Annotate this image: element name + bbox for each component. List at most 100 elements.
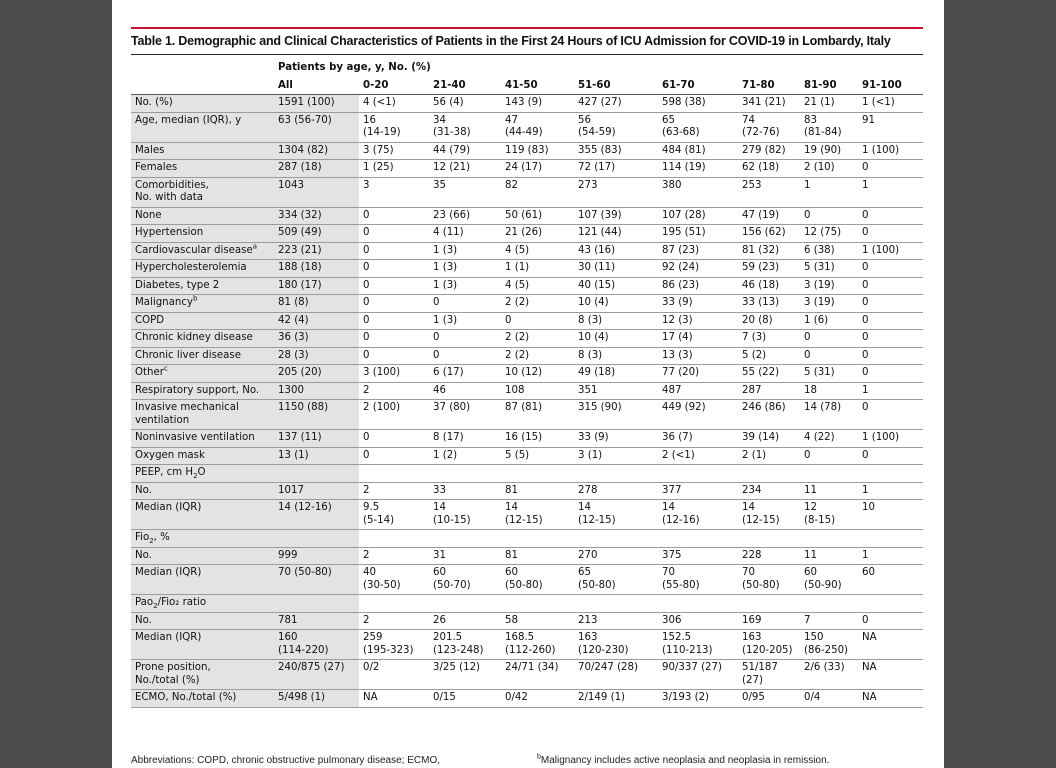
table-cell: 1017 bbox=[274, 482, 359, 500]
table-row: Cardiovascular diseasea 223 (21) 0 1 (3) 4 (… bbox=[131, 242, 924, 260]
header-spacer bbox=[131, 57, 274, 78]
table-cell bbox=[800, 464, 858, 483]
table-row: Age, median (IQR), y 63 (56-70) 16 (14-19)… bbox=[131, 112, 924, 143]
table-cell: 160 (114-220) bbox=[274, 629, 359, 660]
table-row: Noninvasive ventilation 137 (11) 0 8 (17) 16… bbox=[131, 429, 924, 448]
table-cell: 0 bbox=[429, 347, 501, 365]
table-cell: 87 (81) bbox=[501, 399, 574, 430]
table-cell: 34 (31-38) bbox=[429, 112, 501, 143]
table-cell: 0 bbox=[359, 259, 429, 278]
table-cell: 0 bbox=[800, 329, 858, 348]
table-cell: 3 (1) bbox=[574, 447, 658, 465]
table-row: Chronic liver disease 28 (3) 0 0 2 (2) 8 (3) 1… bbox=[131, 347, 924, 365]
row-label: Otherc bbox=[131, 364, 274, 383]
row-label-text: No. bbox=[135, 549, 152, 561]
table-cell: 19 (90) bbox=[800, 142, 858, 160]
row-label: Pao2/Fio₂ ratio bbox=[131, 594, 274, 613]
column-header: 51-60 bbox=[574, 77, 658, 95]
table-cell: 0 bbox=[800, 447, 858, 465]
row-label: No. bbox=[131, 547, 274, 565]
table-cell: 0 bbox=[359, 429, 429, 448]
table-cell: 1 (3) bbox=[429, 312, 501, 330]
row-label-suffix: /Fio₂ ratio bbox=[157, 597, 207, 608]
table-cell: 1 bbox=[858, 547, 924, 565]
table-cell: 17 (4) bbox=[658, 329, 738, 348]
table-cell: 137 (11) bbox=[274, 429, 359, 448]
table-cell bbox=[359, 594, 429, 613]
table-cell: 86 (23) bbox=[658, 277, 738, 295]
table-cell: 56 (4) bbox=[429, 94, 501, 113]
table-cell: 0 bbox=[800, 207, 858, 225]
table-cell: 11 bbox=[800, 547, 858, 565]
row-label-text: Females bbox=[135, 162, 178, 173]
row-label-text: Pao bbox=[135, 597, 154, 608]
table-cell: 449 (92) bbox=[658, 399, 738, 430]
row-label-text: Prone position, No./total (%) bbox=[135, 662, 211, 686]
table-cell: 13 (3) bbox=[658, 347, 738, 365]
table-cell: 2/6 (33) bbox=[800, 659, 858, 690]
table-cell: 163 (120-205) bbox=[738, 629, 800, 660]
table-cell: 3 bbox=[359, 177, 429, 208]
table-cell: 107 (39) bbox=[574, 207, 658, 225]
table-cell: 43 (16) bbox=[574, 242, 658, 260]
table-cell: 1 (3) bbox=[429, 277, 501, 295]
table-cell: 8 (17) bbox=[429, 429, 501, 448]
table-cell: 81 (32) bbox=[738, 242, 800, 260]
row-label: Median (IQR) bbox=[131, 629, 274, 660]
table-cell: 11 bbox=[800, 482, 858, 500]
table-cell: 3 (100) bbox=[359, 364, 429, 383]
table-cell: 12 (21) bbox=[429, 159, 501, 178]
table-cell: 1 (1) bbox=[501, 259, 574, 278]
table-cell bbox=[359, 529, 429, 548]
table-cell: 60 (50-80) bbox=[501, 564, 574, 595]
row-label: Diabetes, type 2 bbox=[131, 277, 274, 295]
table-row: Median (IQR) 160 (114-220) 259 (195-323) 20… bbox=[131, 629, 924, 660]
table-cell: 24 (17) bbox=[501, 159, 574, 178]
table-cell: 35 bbox=[429, 177, 501, 208]
row-label-suffix: , % bbox=[153, 532, 170, 543]
table-cell: 36 (7) bbox=[658, 429, 738, 448]
title-rule bbox=[131, 54, 923, 55]
table-cell: 287 (18) bbox=[274, 159, 359, 178]
table-cell: 1 (100) bbox=[858, 429, 924, 448]
table-cell bbox=[658, 464, 738, 483]
table-cell: 2 (2) bbox=[501, 329, 574, 348]
table-cell: 0 bbox=[858, 277, 924, 295]
table-cell: 65 (63-68) bbox=[658, 112, 738, 143]
table-cell: 2 bbox=[359, 382, 429, 400]
table-cell: 163 (120-230) bbox=[574, 629, 658, 660]
table-cell: 21 (1) bbox=[800, 94, 858, 113]
table-cell: 377 bbox=[658, 482, 738, 500]
column-header: 81-90 bbox=[800, 77, 858, 95]
table-cell: 5 (31) bbox=[800, 259, 858, 278]
table-cell: 0 bbox=[858, 447, 924, 465]
row-label-text: Cardiovascular disease bbox=[135, 244, 253, 256]
subscript: 2 bbox=[149, 537, 154, 546]
table-cell: 10 (4) bbox=[574, 294, 658, 313]
table-cell: 4 (<1) bbox=[359, 94, 429, 113]
table-cell: 427 (27) bbox=[574, 94, 658, 113]
row-label: Respiratory support, No. bbox=[131, 382, 274, 400]
table-cell: 0 bbox=[359, 347, 429, 365]
table-cell bbox=[858, 594, 924, 613]
table-row: Hypertension 509 (49) 0 4 (11) 21 (26) 121 (4… bbox=[131, 224, 924, 243]
table-cell: 30 (11) bbox=[574, 259, 658, 278]
table-cell: 4 (11) bbox=[429, 224, 501, 243]
table-cell: 156 (62) bbox=[738, 224, 800, 243]
table-cell bbox=[429, 529, 501, 548]
table-cell: 201.5 (123-248) bbox=[429, 629, 501, 660]
table-cell bbox=[274, 594, 359, 613]
table-cell: 108 bbox=[501, 382, 574, 400]
group-header: Patients by age, y, No. (%) bbox=[278, 62, 431, 73]
table-cell: 0 bbox=[359, 207, 429, 225]
column-header: 21-40 bbox=[429, 77, 501, 95]
table-cell bbox=[429, 464, 501, 483]
footnote-marker: b bbox=[192, 294, 198, 303]
table-body: No. (%) 1591 (100) 4 (<1) 56 (4) 143 (9) 427 … bbox=[131, 94, 924, 708]
table-cell: 0 bbox=[858, 312, 924, 330]
row-label: ECMO, No./total (%) bbox=[131, 689, 274, 708]
table-cell: 0 bbox=[359, 329, 429, 348]
row-label: No. (%) bbox=[131, 94, 274, 113]
table-cell: 0 bbox=[359, 224, 429, 243]
column-header: 71-80 bbox=[738, 77, 800, 95]
